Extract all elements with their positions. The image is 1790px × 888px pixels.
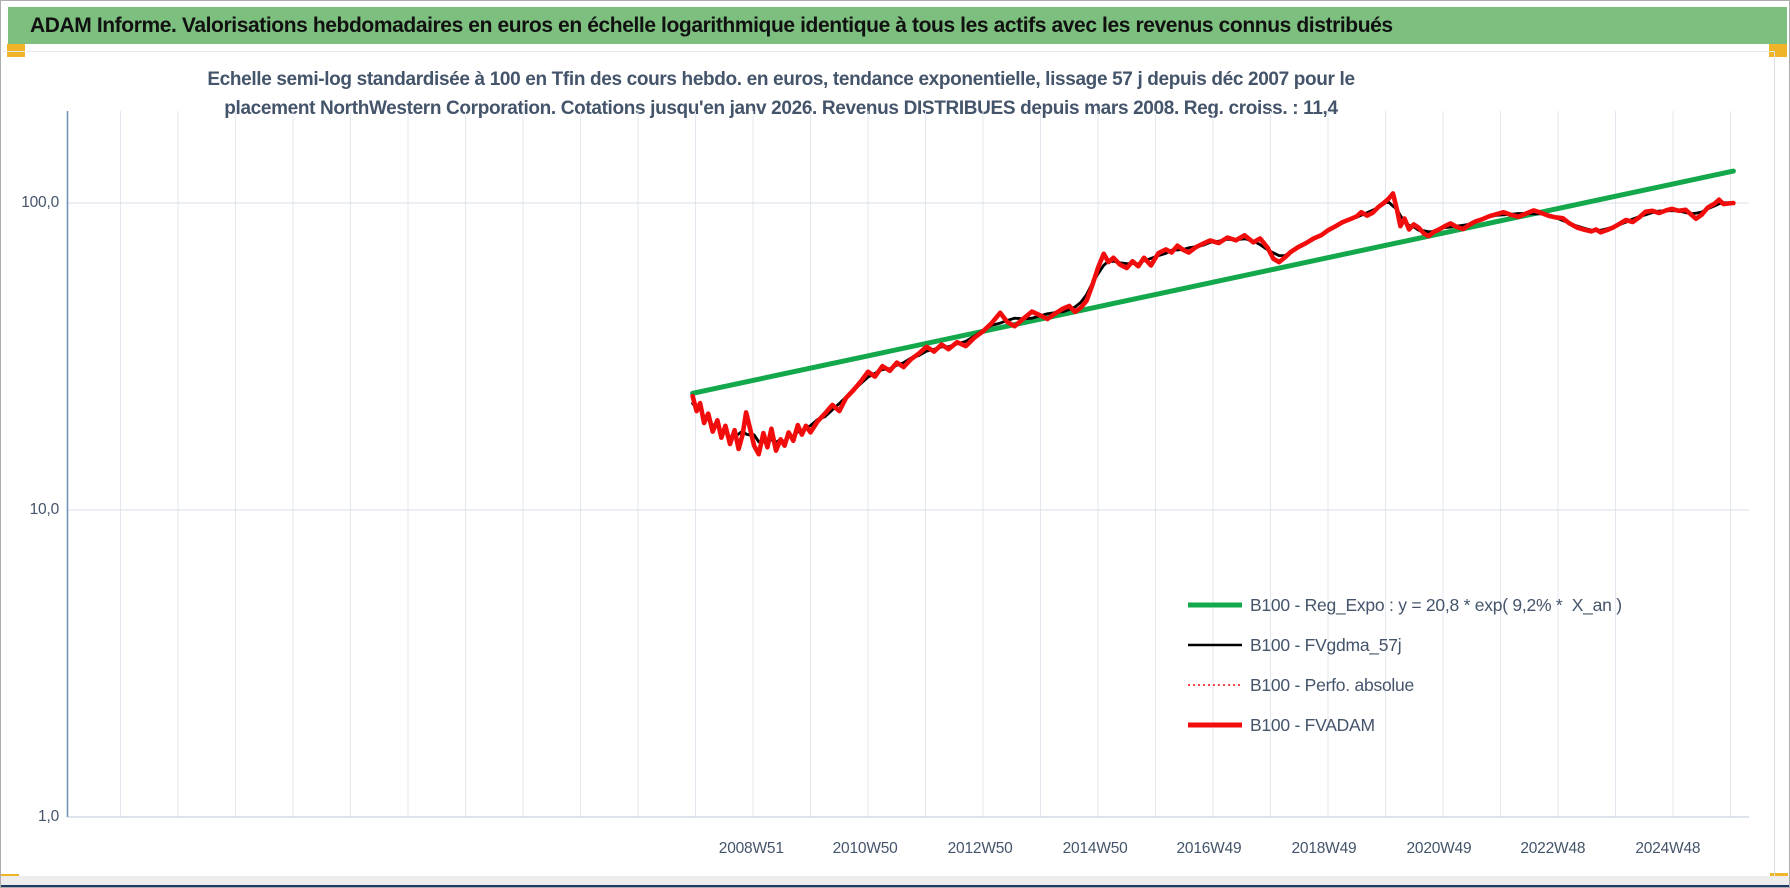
y-axis-label: 10,0 bbox=[29, 501, 60, 518]
selection-handle-top-left[interactable] bbox=[7, 44, 25, 57]
chart-title-line-1: Echelle semi-log standardisée à 100 en T… bbox=[207, 69, 1355, 90]
series-line-b100-reg-expo bbox=[690, 168, 1736, 396]
chart-legend: B100 - Reg_Expo : y = 20,8 * exp( 9,2% *… bbox=[1187, 585, 1622, 745]
legend-label: B100 - Perfo. absolue bbox=[1250, 674, 1415, 695]
legend-entry-b100-fvadam[interactable]: B100 - FVADAM bbox=[1187, 705, 1622, 745]
page-title: ADAM Informe. Valorisations hebdomadaire… bbox=[30, 13, 1393, 37]
x-axis-label: 2012W50 bbox=[947, 840, 1013, 857]
legend-line-sample bbox=[1188, 684, 1242, 686]
legend-entry-b100-fvgdma-57j[interactable]: B100 - FVgdma_57j bbox=[1187, 625, 1622, 665]
legend-line-sample bbox=[1188, 643, 1242, 647]
x-axis-label: 2018W49 bbox=[1291, 840, 1357, 857]
x-axis-label: 2014W50 bbox=[1062, 840, 1128, 857]
x-axis-label: 2024W48 bbox=[1635, 840, 1701, 857]
x-axis-label: 2020W49 bbox=[1406, 840, 1472, 857]
selection-handle-top-right[interactable] bbox=[1769, 44, 1787, 57]
legend-entry-b100-perfo-absolue[interactable]: B100 - Perfo. absolue bbox=[1187, 665, 1622, 705]
y-axis-label: 100,0 bbox=[21, 194, 59, 211]
x-axis-label: 2008W51 bbox=[718, 840, 784, 857]
legend-label: B100 - Reg_Expo : y = 20,8 * exp( 9,2% *… bbox=[1250, 594, 1622, 615]
footer-navy-strip bbox=[1, 885, 1789, 887]
chart-title-line-2: placement NorthWestern Corporation. Cota… bbox=[224, 98, 1338, 119]
chart-object-top-border bbox=[3, 51, 1774, 52]
legend-line-sample bbox=[1188, 602, 1242, 608]
sheet-title-bar: ADAM Informe. Valorisations hebdomadaire… bbox=[8, 7, 1787, 44]
footer-gray-strip bbox=[1, 876, 1789, 885]
legend-label: B100 - FVADAM bbox=[1250, 714, 1375, 735]
legend-entry-b100-reg-expo-y-20-8-exp-9-2-x-an-[interactable]: B100 - Reg_Expo : y = 20,8 * exp( 9,2% *… bbox=[1187, 585, 1622, 625]
series-line-b100-fvadam bbox=[690, 191, 1736, 457]
chart-title: Echelle semi-log standardisée à 100 en T… bbox=[181, 65, 1381, 123]
x-axis-label: 2016W49 bbox=[1176, 840, 1242, 857]
x-axis-label: 2010W50 bbox=[832, 840, 898, 857]
legend-line-sample bbox=[1188, 722, 1242, 728]
legend-label: B100 - FVgdma_57j bbox=[1250, 634, 1402, 655]
chart-object-right-border bbox=[1774, 51, 1775, 876]
y-axis-label: 1,0 bbox=[38, 808, 59, 825]
x-axis-label: 2022W48 bbox=[1520, 840, 1586, 857]
